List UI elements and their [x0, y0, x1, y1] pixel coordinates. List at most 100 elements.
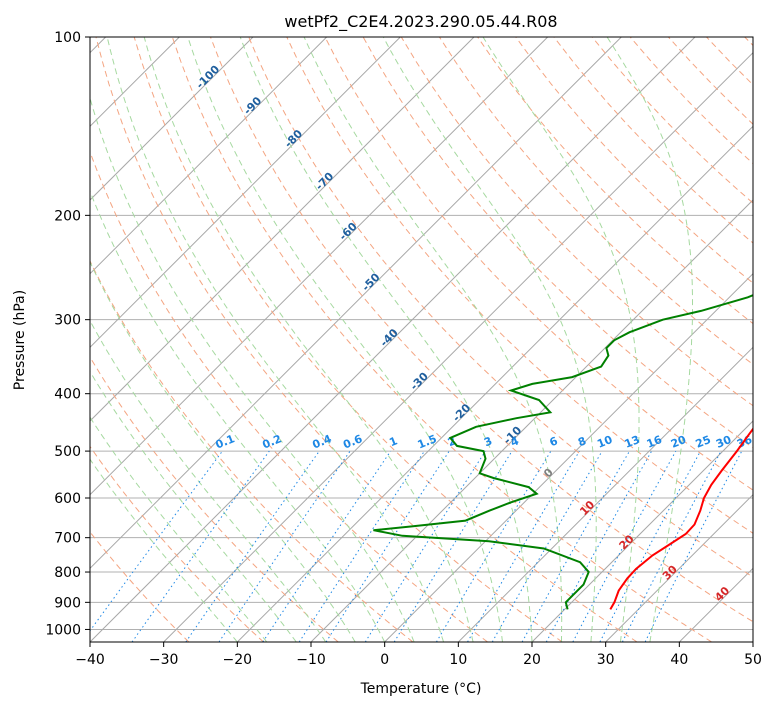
isotherm-label: -20 [450, 401, 473, 424]
y-tick-label: 600 [54, 491, 81, 507]
isotherm-line [236, 125, 753, 642]
isotherm-label: 10 [577, 498, 597, 518]
moist-adiabat-line [239, 37, 533, 642]
mixing-ratio-line [393, 450, 513, 642]
isotherm-label: -50 [359, 270, 382, 293]
moist-adiabat-line [187, 37, 503, 642]
plot-background-lines [90, 37, 753, 642]
isotherm-label: -40 [378, 326, 401, 349]
x-tick-label: 30 [597, 652, 615, 668]
mixing-ratio-label: 0.2 [261, 432, 284, 451]
dry-adiabat-line [286, 37, 753, 534]
dry-adiabat-line [668, 37, 753, 125]
isotherm-line [457, 346, 753, 642]
dry-adiabat-line [133, 37, 638, 642]
isotherm-label: -80 [282, 127, 305, 150]
isotherm-label: -90 [241, 94, 264, 117]
mixing-ratio-label: 3 [482, 434, 494, 449]
isotherm-label: -60 [337, 220, 360, 243]
x-axis: −40 −30 −20 −10 0 10 20 30 40 50 [75, 642, 762, 668]
isotherm-line [752, 641, 753, 642]
mixing-ratio-line [599, 450, 701, 642]
mixing-ratio-label: 1 [387, 434, 399, 449]
isotherm-line [605, 493, 753, 642]
mixing-ratio-line [521, 450, 630, 642]
y-tick-label: 300 [54, 313, 81, 329]
y-tick-label: 400 [54, 387, 81, 403]
mixing-ratio-label: 30 [714, 433, 733, 451]
mixing-ratio-line [467, 450, 580, 642]
mixing-ratio-line [262, 450, 392, 642]
dry-adiabat-line [515, 37, 753, 284]
mixing-ratio-label: 10 [595, 433, 614, 451]
mixing-ratio-line [90, 450, 223, 632]
isotherm-line [90, 37, 475, 422]
isotherm-line [90, 37, 622, 570]
moist-adiabat-line [90, 189, 386, 642]
y-tick-label: 500 [54, 444, 81, 460]
isotherm-line [90, 37, 401, 349]
moist-adiabat-line [90, 458, 238, 642]
mixing-ratio-label: 16 [645, 433, 664, 451]
moist-adiabat-line [90, 416, 268, 642]
mixing-ratio-label: 1.5 [416, 432, 439, 451]
isotherm-label: -30 [408, 370, 431, 393]
dry-adiabat-line [210, 37, 753, 623]
mixing-ratio-label: 8 [576, 434, 588, 449]
x-tick-label: −10 [296, 652, 326, 668]
mixing-ratio-line [364, 450, 486, 642]
isotherm-label: 30 [660, 562, 680, 582]
moist-adiabat-line [106, 37, 445, 642]
dry-adiabat-line [744, 37, 753, 47]
moist-adiabat-line [606, 37, 693, 642]
x-tick-label: −20 [223, 652, 253, 668]
temperature-profile-line [609, 427, 753, 610]
isotherm-line [90, 37, 254, 201]
y-tick-label: 900 [54, 595, 81, 611]
isotherm-line [163, 51, 753, 642]
x-axis-label: Temperature (°C) [360, 681, 482, 697]
x-tick-label: −40 [75, 652, 105, 668]
y-tick-label: 200 [54, 208, 81, 224]
y-tick-label: 700 [54, 531, 81, 547]
moist-adiabat-line [482, 37, 640, 642]
isotherm-label: -100 [194, 63, 223, 92]
dry-adiabat-line [438, 37, 753, 366]
mixing-ratio-label: 6 [548, 434, 560, 449]
dry-adiabat-line [90, 531, 190, 642]
moist-adiabat-line [143, 37, 474, 642]
moist-adiabat-line [382, 37, 597, 642]
isotherm-label: 20 [617, 532, 637, 552]
mixing-ratio-line [644, 450, 743, 642]
mixing-ratio-label: 0.4 [311, 432, 334, 451]
isotherm-line [90, 37, 328, 275]
y-tick-label: 100 [54, 30, 81, 46]
y-tick-label: 800 [54, 565, 81, 581]
dry-adiabat-line [248, 37, 753, 578]
series-group [373, 294, 753, 610]
mixing-ratio-line [435, 450, 552, 642]
y-axis: 100 200 300 400 500 600 700 800 900 1000 [45, 30, 90, 638]
mixing-ratio-label: 20 [669, 433, 688, 451]
x-tick-label: 20 [523, 652, 541, 668]
moist-adiabat-line [90, 319, 327, 642]
mixing-ratio-line [131, 450, 270, 642]
moist-adiabat-line [90, 370, 297, 642]
mixing-ratio-label: 0.6 [341, 432, 364, 451]
x-tick-label: 50 [744, 652, 762, 668]
dewpoint-profile-line [373, 294, 753, 610]
dry-adiabat-line [591, 37, 753, 204]
mixing-ratio-label: 0.1 [214, 432, 237, 451]
isotherm-line [531, 420, 753, 642]
chart-title: wetPf2_C2E4.2023.290.05.44.R08 [284, 12, 557, 32]
y-axis-label: Pressure (hPa) [12, 290, 28, 390]
dry-adiabat-line [90, 356, 339, 642]
dry-adiabat-line [90, 150, 488, 642]
mixing-ratio-line [325, 450, 450, 642]
isotherm-label: 40 [712, 584, 732, 604]
mixing-ratio-label: 2 [446, 434, 458, 449]
mixing-ratio-line [572, 450, 677, 642]
mixing-ratio-label: 25 [694, 433, 713, 451]
moist-adiabat-line [303, 37, 563, 642]
